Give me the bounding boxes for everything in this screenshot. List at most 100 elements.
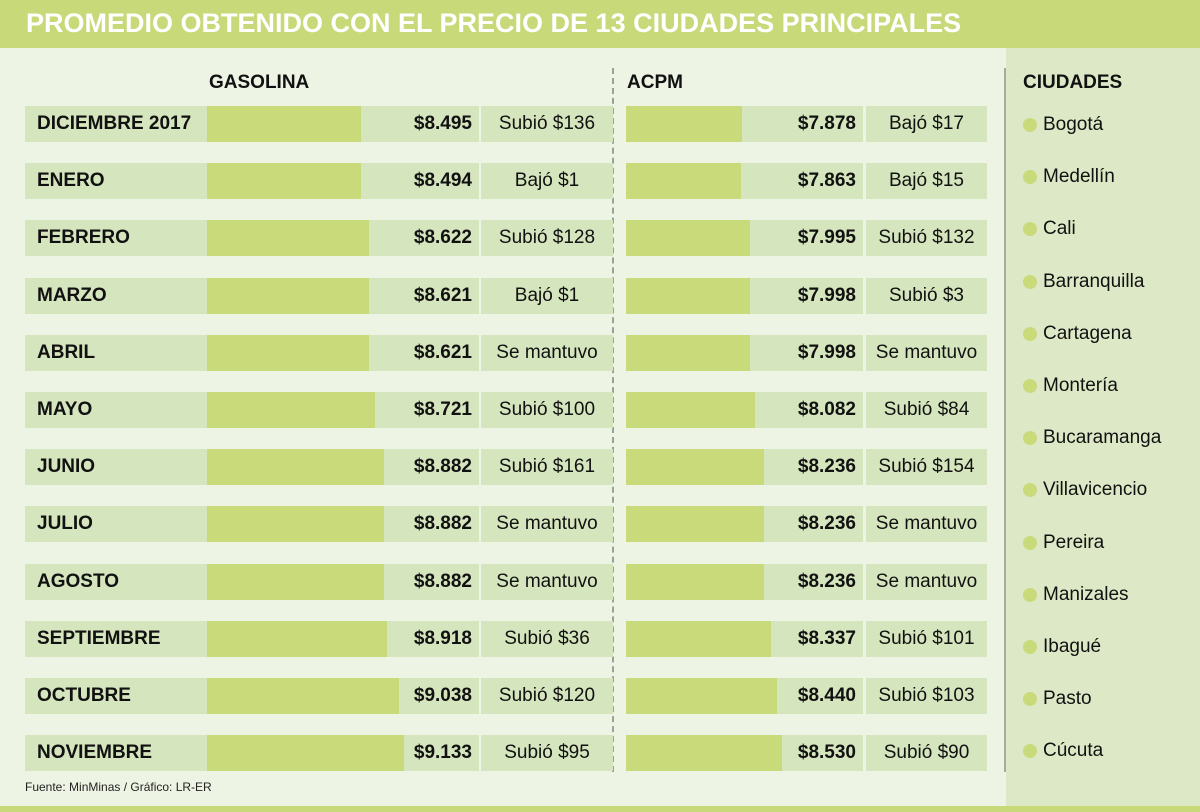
city-name: Pasto bbox=[1043, 688, 1092, 710]
city-name: Montería bbox=[1043, 375, 1118, 396]
city-item: Bogotá bbox=[1023, 114, 1103, 136]
gasolina-value: $8.622 bbox=[413, 227, 472, 249]
month-label: JUNIO bbox=[25, 449, 207, 486]
acpm-change: Subió $3 bbox=[866, 277, 987, 314]
table-row: JUNIO $8.882 Subió $161 $8.236 Subió $15… bbox=[0, 449, 990, 486]
acpm-bar bbox=[626, 506, 764, 543]
gasolina-bar bbox=[207, 334, 369, 371]
acpm-bar bbox=[626, 277, 750, 314]
acpm-bar bbox=[626, 106, 742, 142]
acpm-bar-track: $7.998 bbox=[626, 334, 863, 371]
dot-icon bbox=[1023, 222, 1037, 237]
acpm-bar bbox=[626, 163, 741, 200]
city-item: Cúcuta bbox=[1023, 740, 1103, 762]
gasolina-bar bbox=[207, 106, 361, 142]
gasolina-bar-track: $8.721 bbox=[207, 392, 479, 428]
gasolina-bar bbox=[207, 620, 387, 657]
acpm-value: $8.236 bbox=[797, 570, 856, 592]
acpm-value: $7.878 bbox=[797, 113, 856, 134]
acpm-change: Subió $101 bbox=[866, 620, 987, 657]
city-name: Bucaramanga bbox=[1043, 427, 1162, 449]
acpm-value: $7.998 bbox=[797, 341, 856, 363]
table-row: NOVIEMBRE $9.133 Subió $95 $8.530 Subió … bbox=[0, 735, 990, 772]
acpm-value: $8.236 bbox=[797, 513, 856, 535]
table-row: DICIEMBRE 2017 $8.495 Subió $136 $7.878 … bbox=[0, 106, 990, 142]
gasolina-bar-track: $8.622 bbox=[207, 220, 479, 257]
table-row: MAYO $8.721 Subió $100 $8.082 Subió $84 bbox=[0, 392, 990, 428]
gasolina-bar bbox=[207, 563, 384, 600]
city-name: Ibagué bbox=[1043, 636, 1102, 657]
city-name: Manizales bbox=[1043, 583, 1129, 605]
month-label: MARZO bbox=[25, 277, 207, 314]
table-row: ABRIL $8.621 Se mantuvo $7.998 Se mantuv… bbox=[0, 334, 990, 371]
gasolina-value: $8.721 bbox=[413, 399, 472, 420]
acpm-change: Subió $84 bbox=[866, 392, 987, 428]
table-row: MARZO $8.621 Bajó $1 $7.998 Subió $3 bbox=[0, 277, 990, 314]
month-label: DICIEMBRE 2017 bbox=[25, 106, 207, 142]
city-item: Ibagué bbox=[1023, 636, 1101, 658]
acpm-change: Se mantuvo bbox=[866, 506, 987, 543]
month-label: MAYO bbox=[25, 392, 207, 428]
acpm-header: ACPM bbox=[627, 72, 683, 93]
acpm-value: $8.082 bbox=[797, 399, 856, 420]
gasolina-value: $8.882 bbox=[413, 570, 472, 592]
acpm-value: $8.236 bbox=[797, 456, 856, 478]
gasolina-bar-track: $8.621 bbox=[207, 334, 479, 371]
gasolina-bar-track: $8.882 bbox=[207, 449, 479, 486]
acpm-bar bbox=[626, 735, 782, 772]
acpm-bar-track: $7.863 bbox=[626, 163, 863, 200]
city-name: Pereira bbox=[1043, 531, 1105, 553]
gasolina-bar bbox=[207, 392, 375, 428]
city-name: Cali bbox=[1043, 218, 1076, 240]
city-name: Medellín bbox=[1043, 166, 1115, 188]
gasolina-value: $8.494 bbox=[413, 170, 472, 192]
dot-icon bbox=[1023, 535, 1037, 550]
table-row: OCTUBRE $9.038 Subió $120 $8.440 Subió $… bbox=[0, 678, 990, 714]
dot-icon bbox=[1023, 640, 1037, 654]
acpm-change: Bajó $17 bbox=[866, 106, 987, 142]
gasolina-change: Subió $136 bbox=[481, 106, 613, 142]
city-name: Villavicencio bbox=[1043, 479, 1148, 501]
gasolina-value: $9.133 bbox=[413, 742, 472, 764]
gasolina-change: Bajó $1 bbox=[481, 163, 613, 200]
dot-icon bbox=[1023, 379, 1037, 393]
acpm-change: Subió $90 bbox=[866, 735, 987, 772]
acpm-change: Se mantuvo bbox=[866, 334, 987, 371]
table-row: JULIO $8.882 Se mantuvo $8.236 Se mantuv… bbox=[0, 506, 990, 543]
bottom-band bbox=[0, 806, 1200, 812]
city-item: Bucaramanga bbox=[1023, 427, 1161, 449]
table-row: AGOSTO $8.882 Se mantuvo $8.236 Se mantu… bbox=[0, 563, 990, 600]
gasolina-value: $8.882 bbox=[413, 513, 472, 535]
acpm-bar-track: $8.530 bbox=[626, 735, 863, 772]
gasolina-value: $8.621 bbox=[413, 284, 472, 306]
acpm-value: $7.998 bbox=[797, 284, 856, 306]
gasolina-value: $8.621 bbox=[413, 341, 472, 363]
gasolina-change: Se mantuvo bbox=[481, 563, 613, 600]
acpm-value: $8.337 bbox=[797, 627, 856, 649]
acpm-bar-track: $8.236 bbox=[626, 563, 863, 600]
city-name: Cartagena bbox=[1043, 322, 1132, 344]
month-label: AGOSTO bbox=[25, 563, 207, 600]
gasolina-bar-track: $8.882 bbox=[207, 506, 479, 543]
gasolina-bar bbox=[207, 220, 369, 257]
dot-icon bbox=[1023, 118, 1037, 132]
city-item: Pasto bbox=[1023, 688, 1092, 710]
acpm-bar-track: $8.440 bbox=[626, 678, 863, 714]
acpm-value: $7.863 bbox=[797, 170, 856, 192]
acpm-value: $7.995 bbox=[797, 227, 856, 249]
acpm-bar-track: $8.236 bbox=[626, 506, 863, 543]
city-item: Villavicencio bbox=[1023, 479, 1147, 501]
acpm-value: $8.440 bbox=[797, 685, 856, 706]
gasolina-bar bbox=[207, 735, 404, 772]
gasolina-bar-track: $9.133 bbox=[207, 735, 479, 772]
acpm-change: Subió $103 bbox=[866, 678, 987, 714]
city-item: Cali bbox=[1023, 218, 1076, 240]
city-name: Barranquilla bbox=[1043, 270, 1145, 292]
acpm-bar bbox=[626, 678, 777, 714]
acpm-bar-track: $8.082 bbox=[626, 392, 863, 428]
dot-icon bbox=[1023, 692, 1037, 707]
gasolina-bar-track: $8.918 bbox=[207, 620, 479, 657]
month-label: JULIO bbox=[25, 506, 207, 543]
cities-panel bbox=[1006, 48, 1200, 806]
table-row: SEPTIEMBRE $8.918 Subió $36 $8.337 Subió… bbox=[0, 620, 990, 657]
